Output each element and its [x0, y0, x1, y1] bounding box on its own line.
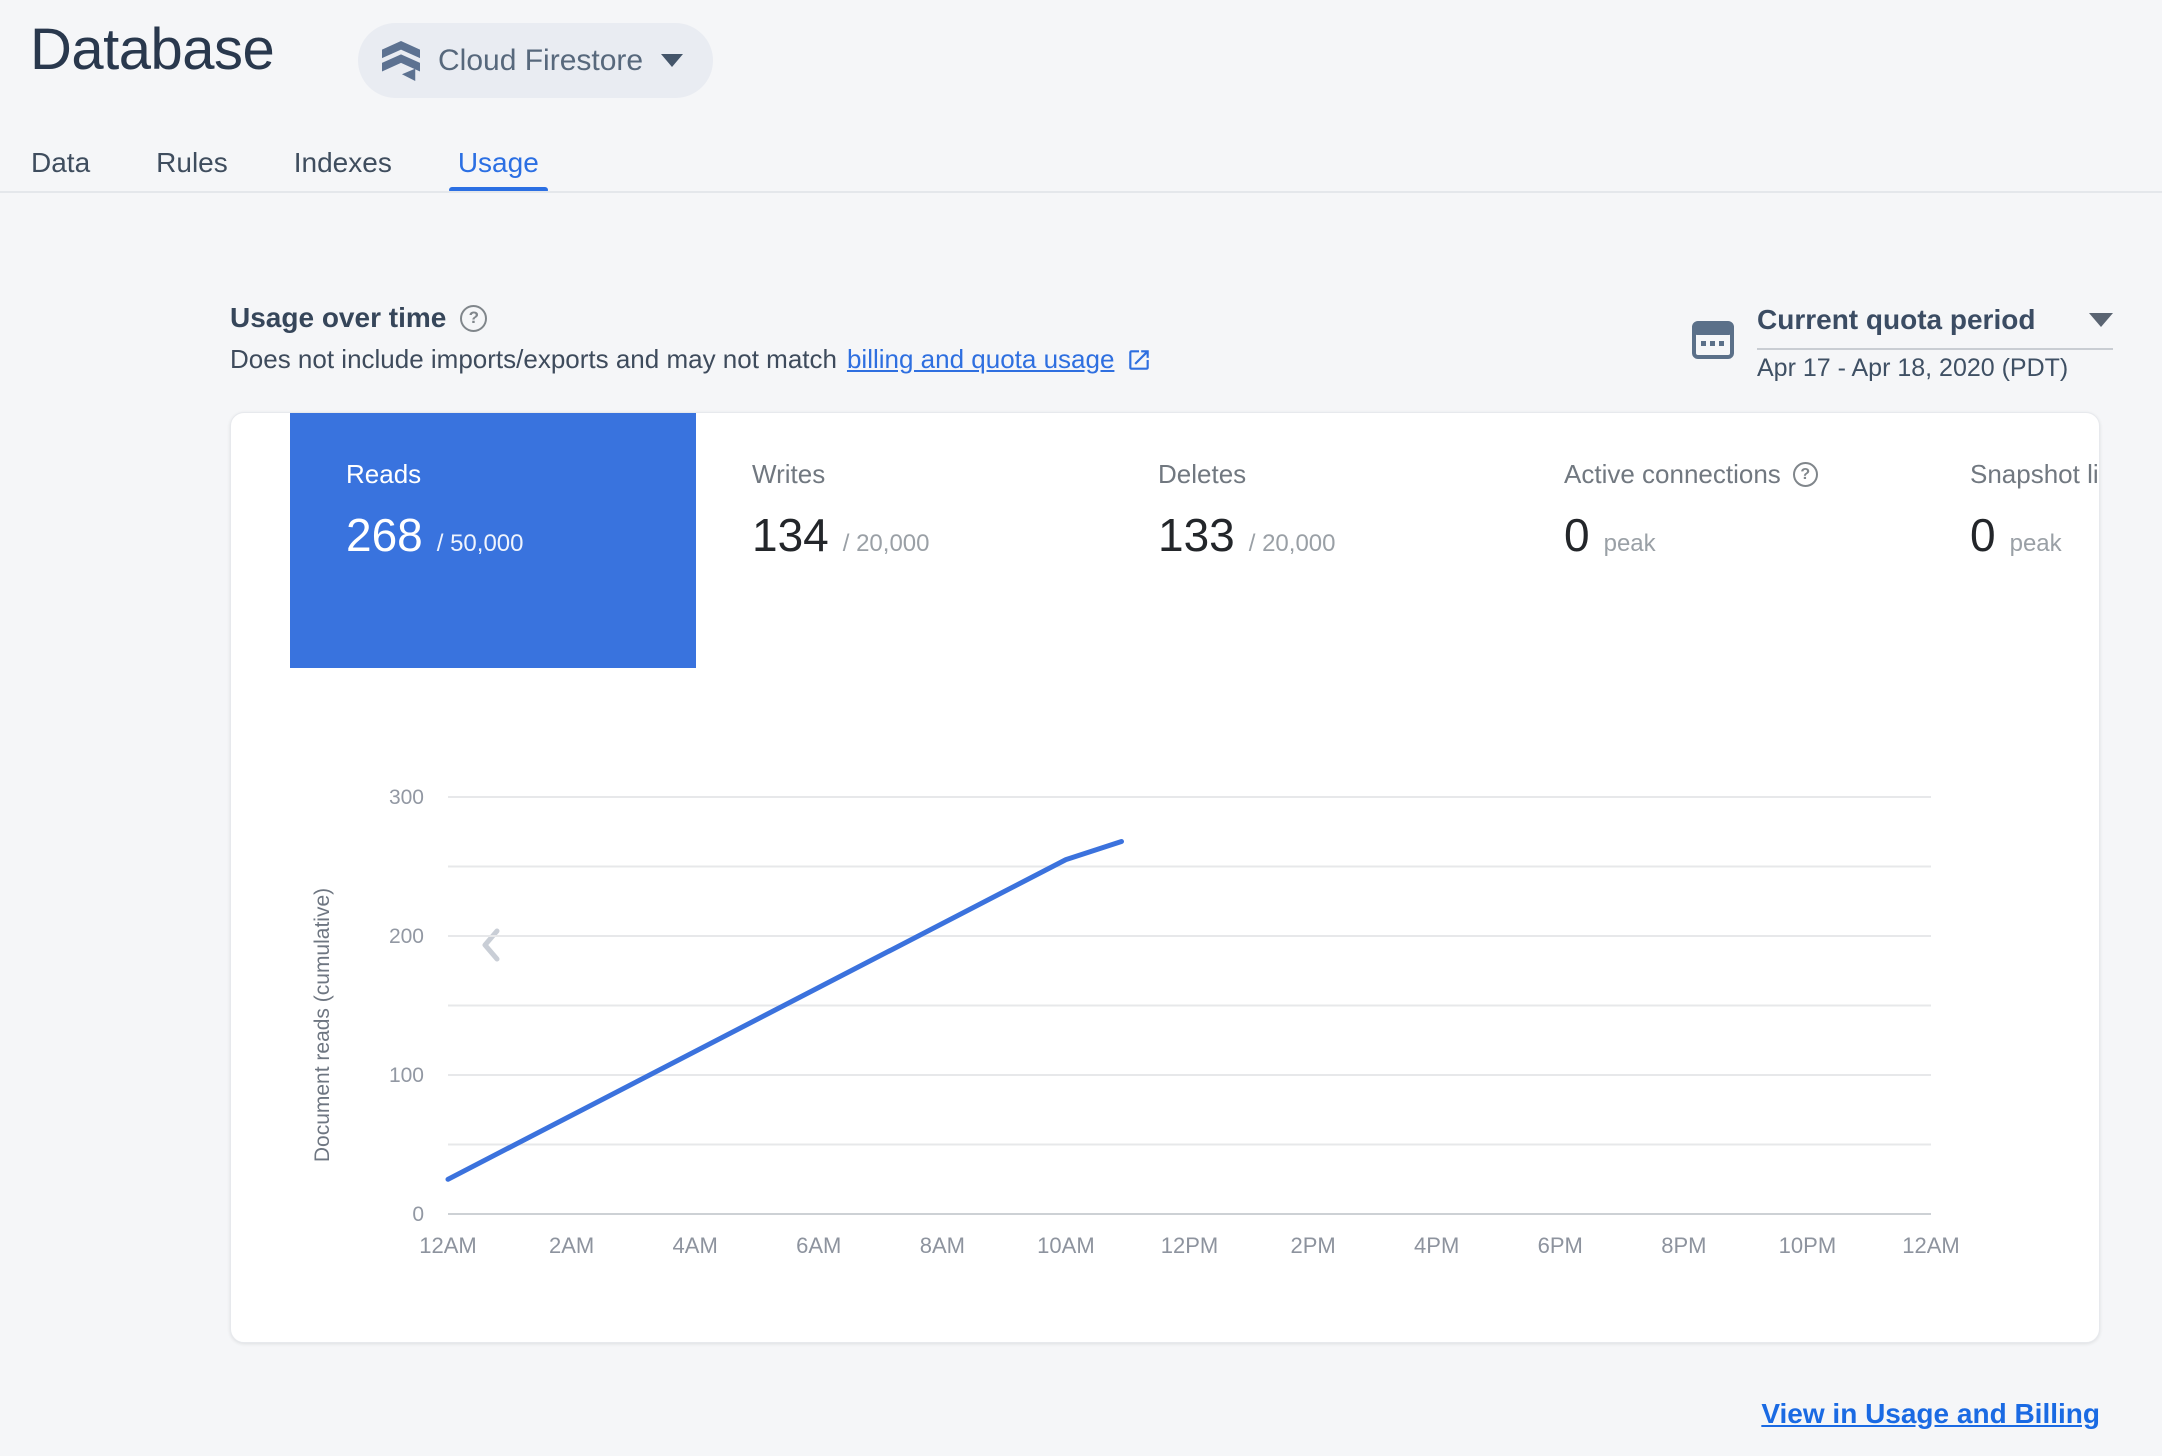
view-in-usage-and-billing-link[interactable]: View in Usage and Billing	[1761, 1398, 2100, 1429]
usage-description: Does not include imports/exports and may…	[230, 344, 1152, 375]
firestore-icon	[382, 39, 420, 83]
x-axis-tick-label: 8AM	[920, 1233, 965, 1258]
calendar-icon	[1690, 316, 1736, 362]
y-axis-tick-label: 100	[389, 1064, 424, 1087]
quota-period-range: Apr 17 - Apr 18, 2020 (PDT)	[1757, 354, 2069, 382]
metric-quota: / 20,000	[1248, 530, 1336, 557]
product-selector-label: Cloud Firestore	[438, 43, 644, 77]
metric-value: 0	[1564, 509, 1590, 561]
metric-quota: peak	[2009, 530, 2062, 557]
tabs-divider	[0, 191, 2162, 193]
usage-line-chart: 0 100 200 300 12AM 2AM 4AM 6AM 8AM 10AM 12PM 2PM 4PM…	[231, 741, 2099, 1301]
metric-label: Snapshot listeners	[1970, 459, 2099, 489]
billing-and-quota-usage-link[interactable]: billing and quota usage	[846, 344, 1115, 374]
quota-period-dropdown[interactable]: Current quota period	[1757, 304, 2113, 350]
metric-value: 0	[1970, 509, 1996, 561]
y-axis-tick-label: 200	[389, 925, 424, 948]
metric-label: Reads	[346, 459, 422, 489]
metric-tile-deletes[interactable]: Deletes 133 / 20,000	[1102, 413, 1508, 668]
x-axis-tick-label: 12AM	[419, 1233, 476, 1258]
tab-rules[interactable]: Rules	[156, 147, 228, 178]
y-axis-title: Document reads (cumulative)	[311, 888, 334, 1162]
usage-card: Reads 268/ 50,000 Writes 134/ 20,000 Deletes…	[230, 412, 2100, 1343]
metric-tile-writes[interactable]: Writes 134 / 20,000	[696, 413, 1102, 668]
x-axis-tick-label: 2PM	[1290, 1233, 1335, 1258]
metric-quota: / 20,000	[842, 530, 930, 557]
x-axis-tick-label: 4AM	[673, 1233, 718, 1258]
open-in-new-icon[interactable]	[1126, 347, 1152, 373]
metric-quota: peak	[1603, 530, 1656, 557]
page-title: Database	[30, 17, 275, 82]
y-axis-tick-label: 300	[389, 786, 424, 809]
product-selector[interactable]: Cloud Firestore	[358, 23, 714, 98]
chevron-down-icon	[661, 54, 684, 67]
x-axis-tick-label: 12PM	[1161, 1233, 1218, 1258]
usage-over-time-label: Usage over time	[230, 302, 447, 333]
reads-series-line	[445, 839, 1124, 1182]
tab-usage[interactable]: Usage	[448, 140, 548, 193]
tab-bar: Data Rules Indexes Usage	[31, 140, 548, 193]
x-axis-tick-label: 6PM	[1538, 1233, 1583, 1258]
metric-value: 133	[1158, 509, 1235, 561]
metric-quota: / 50,000	[436, 530, 524, 557]
metric-value: 268	[346, 509, 423, 561]
help-icon[interactable]: ?	[460, 304, 488, 332]
x-axis-tick-label: 2AM	[549, 1233, 594, 1258]
tab-data[interactable]: Data	[31, 147, 91, 178]
metric-label: Writes	[752, 459, 826, 489]
metric-label: Active connections	[1564, 459, 1781, 489]
metric-tile-active-connections[interactable]: Active connections? 0 peak	[1508, 413, 1914, 668]
x-axis-tick-label: 10PM	[1779, 1233, 1836, 1258]
metric-tile-reads[interactable]: Reads 268 / 50,000	[290, 413, 696, 668]
x-axis-tick-label: 10AM	[1037, 1233, 1094, 1258]
x-axis-tick-label: 4PM	[1414, 1233, 1459, 1258]
usage-over-time-heading: Usage over time ?	[230, 302, 488, 334]
help-icon[interactable]: ?	[1792, 462, 1818, 487]
x-axis-tick-label: 6AM	[796, 1233, 841, 1258]
x-axis-tick-label: 12AM	[1902, 1233, 1959, 1258]
y-axis-tick-label: 0	[412, 1203, 424, 1226]
tab-indexes[interactable]: Indexes	[293, 147, 392, 178]
metric-label: Deletes	[1158, 459, 1247, 489]
usage-description-text: Does not include imports/exports and may…	[230, 344, 837, 374]
chevron-down-icon	[2089, 313, 2113, 327]
quota-period-label: Current quota period	[1757, 304, 2036, 335]
metric-tile-snapshot-listeners[interactable]: Snapshot listeners 0 peak	[1914, 413, 2099, 668]
x-axis-tick-label: 8PM	[1661, 1233, 1706, 1258]
metric-value: 134	[752, 509, 829, 561]
